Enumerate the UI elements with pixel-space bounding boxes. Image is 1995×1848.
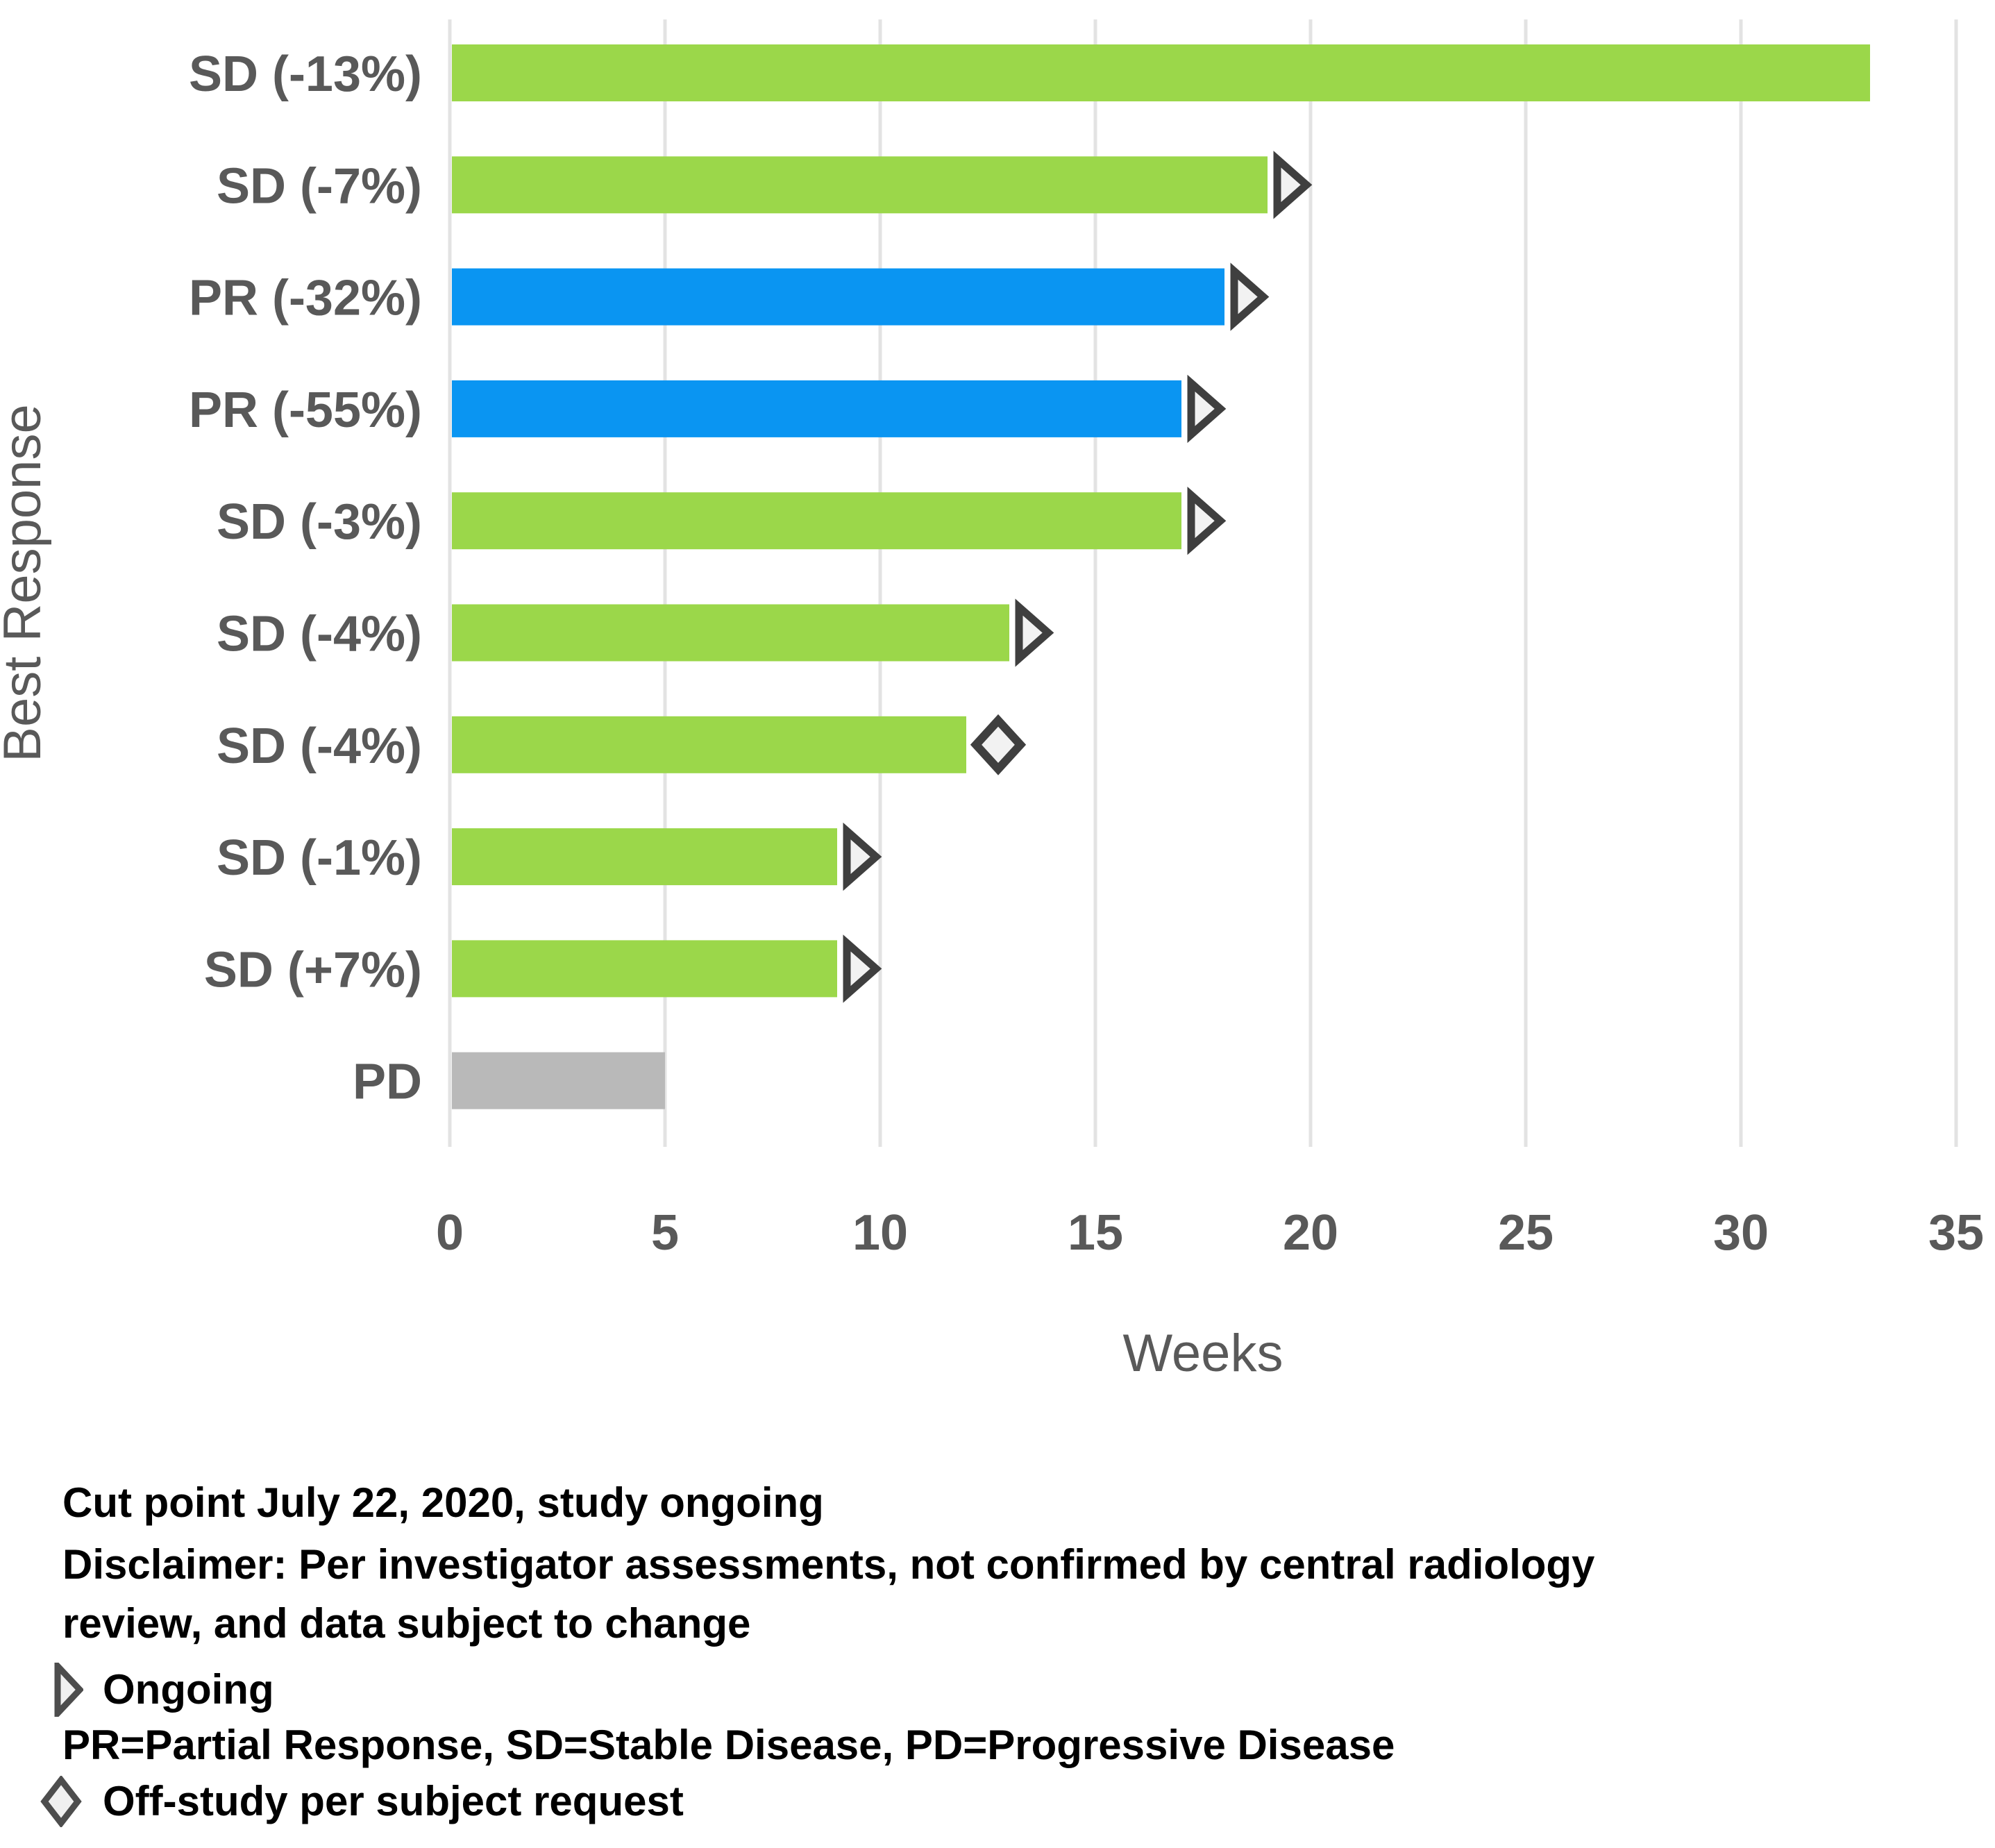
x-axis-title: Weeks <box>1123 1324 1283 1383</box>
ongoing-triangle-icon <box>54 1663 83 1717</box>
cut-point-note: Cut point July 22, 2020, study ongoing <box>62 1482 824 1524</box>
off-study-legend-line: Off-study per subject request <box>40 1776 684 1827</box>
category-label: PD <box>353 1055 422 1110</box>
disclaimer-text-1: Disclaimer: Per investigator assessments… <box>62 1541 1595 1588</box>
ongoing-triangle-icon <box>843 822 882 891</box>
cut-point-text: Cut point July 22, 2020, study ongoing <box>62 1479 824 1526</box>
category-label: SD (-1%) <box>217 830 422 886</box>
chart-canvas: 0 5 10 15 20 25 30 35 SD (-13%) SD (-7%) PR (-32%)… <box>0 19 1984 1383</box>
x-tick-label: 35 <box>1928 1205 1984 1261</box>
disclaimer-line-1: Disclaimer: Per investigator assessments… <box>62 1544 1594 1586</box>
x-tick-label: 0 <box>436 1205 464 1261</box>
x-tick-label: 15 <box>1068 1205 1123 1261</box>
x-tick-label: 20 <box>1283 1205 1338 1261</box>
abbreviations-line: PR=Partial Response, SD=Stable Disease, … <box>62 1724 1395 1766</box>
y-axis-title: Best Response <box>0 404 52 762</box>
ongoing-triangle-icon <box>1230 262 1270 331</box>
off-study-diamond-icon <box>40 1776 82 1827</box>
x-tick-label: 5 <box>651 1205 679 1261</box>
category-label: SD (-7%) <box>217 158 422 214</box>
ongoing-triangle-icon <box>843 934 882 1003</box>
ongoing-triangle-icon <box>1015 598 1054 667</box>
category-label: SD (+7%) <box>204 942 422 998</box>
category-label: SD (-4%) <box>217 719 422 774</box>
response-bar <box>452 268 1224 326</box>
response-bar <box>452 828 837 886</box>
response-bar <box>452 716 966 773</box>
category-label: SD (-3%) <box>217 494 422 550</box>
ongoing-triangle-icon <box>1273 151 1313 219</box>
response-bar <box>452 492 1181 550</box>
category-label: PR (-32%) <box>189 271 422 326</box>
ongoing-triangle-icon <box>1187 374 1227 444</box>
x-tick-label: 30 <box>1713 1205 1769 1261</box>
off-study-diamond-icon <box>970 714 1027 775</box>
abbreviations-text: PR=Partial Response, SD=Stable Disease, … <box>62 1722 1395 1768</box>
x-tick-label: 25 <box>1498 1205 1554 1261</box>
response-bar <box>452 604 1009 662</box>
best-response-chart: 0 5 10 15 20 25 30 35 SD (-13%) SD (-7%) PR (-32%)… <box>0 19 1984 1383</box>
category-label: SD (-13%) <box>189 47 422 102</box>
ongoing-legend-text: Ongoing <box>103 1666 274 1713</box>
response-bar <box>452 940 837 998</box>
ongoing-triangle-icon <box>1187 487 1227 555</box>
category-label: SD (-4%) <box>217 607 422 662</box>
disclaimer-text-2: review, and data subject to change <box>62 1600 751 1647</box>
x-tick-label: 10 <box>852 1205 908 1261</box>
response-bar <box>452 44 1870 101</box>
disclaimer-line-2: review, and data subject to change <box>62 1603 750 1645</box>
response-bar <box>452 156 1268 214</box>
response-bar <box>452 380 1181 437</box>
category-label: PR (-55%) <box>189 383 422 438</box>
off-study-legend-text: Off-study per subject request <box>103 1778 684 1824</box>
ongoing-legend-line: Ongoing <box>54 1663 274 1717</box>
response-bar <box>452 1052 665 1109</box>
